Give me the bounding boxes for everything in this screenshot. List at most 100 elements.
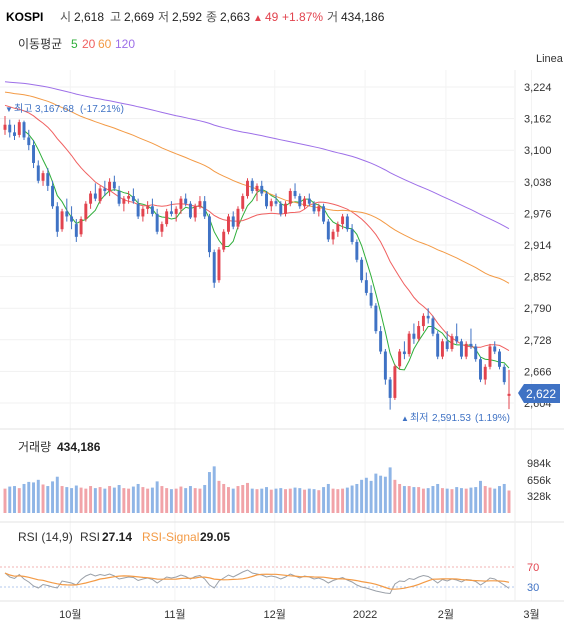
candle-down bbox=[13, 132, 16, 136]
x-gridlines bbox=[69, 70, 532, 601]
candle-down bbox=[383, 351, 387, 380]
volume-bar bbox=[55, 476, 59, 513]
candle-down bbox=[131, 196, 135, 202]
min-arrow-icon: ▲ bbox=[401, 414, 409, 423]
candle-down bbox=[322, 206, 326, 222]
volume-bar bbox=[212, 466, 216, 513]
volume-bar bbox=[274, 488, 278, 513]
candle-down bbox=[250, 180, 254, 191]
candle-down bbox=[112, 181, 116, 189]
ma-legend-label: 이동평균 bbox=[18, 37, 62, 51]
volume-panel-value: 434,186 bbox=[57, 440, 101, 454]
low-label: 저 bbox=[158, 10, 169, 24]
volume-bar bbox=[17, 488, 21, 513]
volume-bar bbox=[79, 487, 83, 513]
volume-bar bbox=[165, 488, 169, 513]
candle-down bbox=[70, 216, 74, 222]
volume-bar bbox=[488, 487, 492, 513]
ma-legend-item-120[interactable]: 120 bbox=[115, 37, 135, 51]
volume-bar bbox=[236, 486, 240, 513]
candle-up bbox=[17, 122, 21, 135]
candle-down bbox=[203, 201, 207, 217]
price-axis-label: 2,914 bbox=[524, 240, 552, 252]
volume-bar bbox=[246, 482, 249, 513]
volume-bar bbox=[421, 488, 425, 513]
candle-down bbox=[212, 252, 216, 283]
candle-up bbox=[108, 181, 112, 191]
volume-bar bbox=[279, 488, 283, 513]
x-axis: 10월 11월 12월 2022 2월 3월 bbox=[59, 608, 540, 621]
candle-up bbox=[417, 326, 421, 339]
min-value: 2,591.53 bbox=[432, 413, 471, 424]
volume-bar bbox=[65, 487, 69, 513]
candle-up bbox=[122, 198, 126, 204]
min-price-marker: ▲ 최저 2,591.53 (1.19%) bbox=[401, 412, 510, 424]
ma-legend-item-60[interactable]: 60 bbox=[98, 37, 112, 51]
ma-legend[interactable]: 이동평균 5 20 60 120 bbox=[18, 37, 135, 51]
ma20-line bbox=[4, 104, 510, 352]
max-label: 최고 bbox=[14, 103, 32, 115]
volume-bar bbox=[226, 487, 230, 513]
candle-down bbox=[345, 216, 349, 230]
volume-bar bbox=[393, 479, 397, 513]
volume-bar bbox=[188, 486, 192, 513]
candle-down bbox=[379, 331, 383, 352]
candle-up bbox=[3, 124, 7, 130]
candle-up bbox=[450, 336, 454, 349]
rsi-lines bbox=[4, 569, 510, 595]
volume-axis-label-984k: 984k bbox=[527, 458, 551, 470]
volume-bar bbox=[207, 472, 211, 513]
volume-bar bbox=[231, 488, 235, 513]
volume-bar bbox=[374, 473, 378, 513]
volume-bar bbox=[307, 488, 311, 513]
volume-bar bbox=[426, 488, 430, 513]
candle-up bbox=[421, 315, 425, 327]
volume-bar bbox=[70, 488, 74, 513]
price-axis-label: 2,976 bbox=[524, 208, 552, 220]
candle-down bbox=[103, 188, 107, 191]
candle-down bbox=[32, 145, 36, 163]
volume-bar bbox=[478, 480, 482, 513]
rsi-value: 27.14 bbox=[102, 530, 132, 544]
volume-bar bbox=[493, 488, 497, 513]
volume-bar bbox=[27, 481, 31, 513]
price-axis-label: 2,790 bbox=[524, 303, 552, 315]
volume-bar bbox=[388, 467, 392, 513]
volume-bar bbox=[60, 486, 64, 513]
scale-type-label[interactable]: Linea bbox=[536, 53, 564, 65]
candle-down bbox=[455, 336, 459, 342]
candle-up bbox=[317, 206, 321, 212]
volume-bar bbox=[383, 476, 387, 513]
candle-down bbox=[326, 221, 330, 240]
rsi-line bbox=[4, 569, 510, 595]
volume-bar bbox=[398, 483, 402, 513]
volume-label: 거 bbox=[327, 10, 338, 24]
volume-axis-label-328k: 328k bbox=[527, 491, 551, 503]
ma-legend-item-20[interactable]: 20 bbox=[82, 37, 96, 51]
x-axis-label: 12월 bbox=[264, 608, 286, 621]
candle-up bbox=[464, 343, 468, 357]
volume-bar bbox=[136, 483, 140, 513]
volume-bar bbox=[336, 489, 340, 513]
candle-down bbox=[51, 185, 55, 207]
max-value: 3,167.68 bbox=[35, 104, 74, 115]
volume-bar bbox=[127, 488, 131, 513]
candle-down bbox=[388, 379, 392, 398]
candle-up bbox=[174, 208, 178, 214]
volume-bar bbox=[3, 488, 7, 513]
candle-down bbox=[360, 259, 364, 281]
volume-bar bbox=[402, 486, 406, 513]
candle-up bbox=[255, 185, 259, 191]
volume-bar bbox=[141, 487, 145, 513]
volume-bar bbox=[360, 479, 364, 513]
volume-bar bbox=[507, 490, 511, 513]
candle-down bbox=[207, 216, 211, 253]
volume-bar bbox=[146, 488, 150, 513]
low-value: 2,592 bbox=[172, 10, 202, 24]
candle-up bbox=[336, 224, 340, 232]
rsi-axis: 70 30 bbox=[527, 562, 539, 594]
candle-up bbox=[341, 216, 345, 225]
ma-legend-item-5[interactable]: 5 bbox=[71, 37, 78, 51]
candle-down bbox=[445, 341, 449, 349]
